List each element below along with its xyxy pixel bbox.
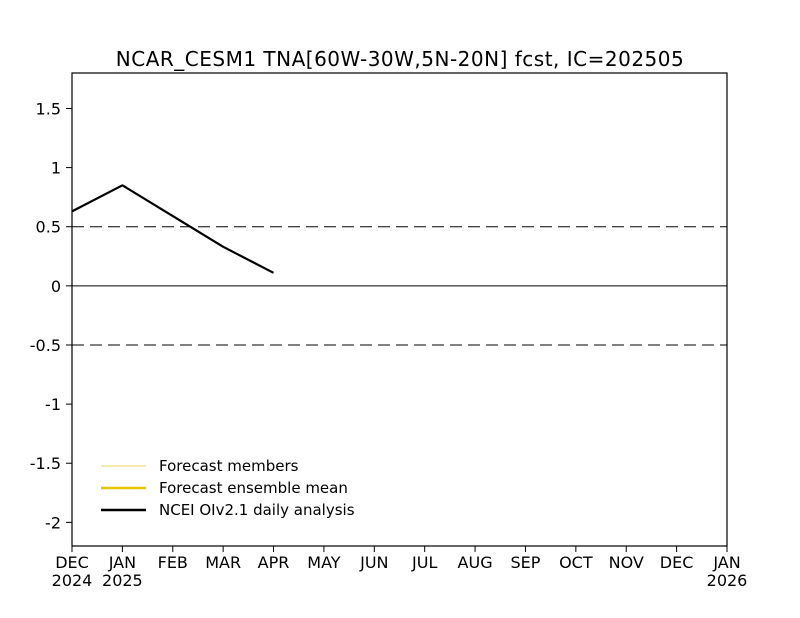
reference-lines <box>72 226 727 346</box>
x-tick-label-2: FEB <box>158 553 188 572</box>
y-tick-label-6: -1.5 <box>30 454 61 473</box>
x-tick-label-11: NOV <box>609 553 644 572</box>
y-tick-label-1: 1 <box>51 159 61 178</box>
x-year-label-1: 2025 <box>102 571 143 590</box>
x-tick-label-0: DEC <box>55 553 89 572</box>
legend-label-0: Forecast members <box>159 457 299 475</box>
x-tick-label-3: MAR <box>205 553 241 572</box>
y-tick-label-5: -1 <box>45 395 61 414</box>
x-tick-label-1: JAN <box>108 553 136 572</box>
y-axis: 1.5 1 0.5 0 -0.5 -1 -1.5 -2 <box>30 99 72 532</box>
series-line-0 <box>71 184 275 274</box>
x-tick-label-4: APR <box>258 553 290 572</box>
y-tick-label-2: 0.5 <box>36 218 61 237</box>
x-tick-label-7: JUL <box>411 553 437 572</box>
y-tick-label-4: -0.5 <box>30 336 61 355</box>
x-tick-label-13: JAN <box>712 553 740 572</box>
x-tick-label-10: OCT <box>559 553 593 572</box>
plot-frame <box>71 72 728 547</box>
x-tick-label-6: JUN <box>359 553 388 572</box>
y-tick-label-3: 0 <box>51 277 61 296</box>
legend: Forecast members Forecast ensemble mean NC… <box>101 457 355 519</box>
y-tick-label-7: -2 <box>45 513 61 532</box>
x-tick-label-9: SEP <box>511 553 541 572</box>
x-year-label-13: 2026 <box>707 571 748 590</box>
x-year-label-0: 2024 <box>52 571 93 590</box>
x-tick-label-8: AUG <box>458 553 493 572</box>
chart-title: NCAR_CESM1 TNA[60W-30W,5N-20N] fcst, IC=… <box>116 47 684 71</box>
legend-label-2: NCEI OIv2.1 daily analysis <box>159 501 355 519</box>
x-tick-label-5: MAY <box>307 553 341 572</box>
data-series <box>71 184 275 274</box>
legend-label-1: Forecast ensemble mean <box>159 479 348 497</box>
x-tick-label-12: DEC <box>660 553 694 572</box>
y-tick-label-0: 1.5 <box>36 99 61 118</box>
